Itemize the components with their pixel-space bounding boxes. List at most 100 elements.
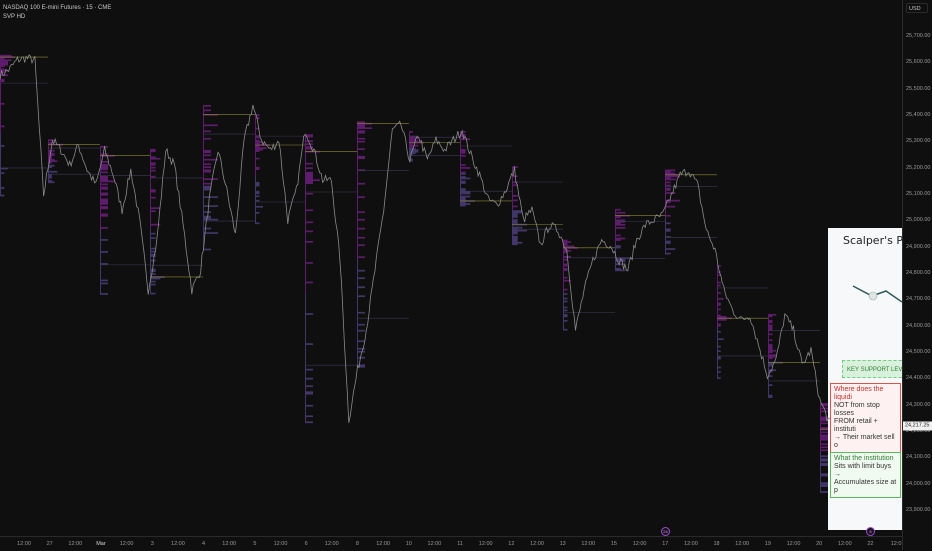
- mini-trend-line: [852, 285, 902, 303]
- event-marker[interactable]: 8: [866, 527, 875, 536]
- volume-profile-bar: [820, 425, 821, 428]
- volume-profile-bar: [460, 198, 466, 201]
- volume-profile-bar: [563, 291, 564, 294]
- price-axis[interactable]: USD 25,700.00 25,600.00 25,500.00 25,400.00…: [902, 0, 932, 550]
- volume-profile-bar: [100, 145, 108, 148]
- volume-profile-bar: [203, 128, 204, 131]
- volume-profile-bar: [305, 332, 306, 335]
- volume-profile-bar: [665, 181, 671, 184]
- volume-profile-bar: [100, 293, 108, 295]
- volume-profile-bar: [255, 196, 256, 199]
- volume-profile-bar: [357, 212, 358, 215]
- volume-profile-bar: [255, 153, 256, 155]
- volume-profile-bar: [203, 105, 211, 107]
- volume-profile-bar: [305, 319, 306, 321]
- volume-profile-bar: [357, 346, 358, 349]
- volume-profile-bar: [150, 214, 151, 217]
- volume-profile-bar: [512, 178, 513, 181]
- volume-profile-bar: [100, 260, 101, 262]
- volume-profile-bar: [357, 268, 358, 271]
- volume-profile-bar: [0, 157, 1, 159]
- volume-profile-bar: [305, 281, 313, 284]
- volume-profile-bar: [48, 175, 52, 178]
- volume-profile-bar: [150, 228, 151, 230]
- volume-profile-bar: [820, 458, 828, 461]
- indicator-label[interactable]: SVP HD: [3, 14, 26, 20]
- volume-profile-bar: [563, 296, 564, 298]
- volume-profile-bar: [305, 260, 306, 263]
- volume-profile-bar: [357, 208, 358, 211]
- volume-profile-bar: [305, 335, 306, 338]
- volume-profile-bar: [0, 81, 1, 84]
- volume-profile-bar: [563, 264, 568, 267]
- symbol-title[interactable]: NASDAQ 100 E-mini Futures · 15 · CME: [3, 5, 112, 11]
- volume-profile-bar: [305, 337, 306, 339]
- volume-profile-bar: [820, 441, 821, 444]
- volume-profile-bar: [0, 149, 1, 152]
- volume-profile-bar: [768, 334, 769, 337]
- volume-profile-bar: [768, 330, 769, 333]
- volume-profile-bar: [305, 413, 306, 416]
- volume-profile-bar: [357, 305, 358, 308]
- volume-profile-bar: [100, 162, 101, 165]
- volume-profile-bar: [305, 367, 306, 370]
- volume-profile-bar: [150, 241, 151, 244]
- volume-profile-bar: [768, 352, 769, 355]
- volume-profile: [563, 239, 615, 331]
- volume-profile-bar: [150, 226, 151, 229]
- volume-profile-bar: [305, 245, 306, 248]
- volume-profile-bar: [203, 122, 204, 125]
- volume-profile-bar: [820, 406, 821, 408]
- volume-profile-bar: [717, 290, 718, 293]
- time-tick-label: 8: [355, 541, 359, 547]
- volume-profile-bar: [512, 231, 518, 234]
- volume-profile-bar: [100, 231, 101, 234]
- volume-profile-bar: [665, 234, 666, 237]
- volume-profile-bar: [305, 225, 306, 228]
- volume-profile-bar: [100, 258, 101, 261]
- volume-profile-bar: [100, 242, 101, 244]
- price-chart[interactable]: [0, 0, 902, 536]
- volume-profile-bar: [150, 154, 151, 157]
- volume-profile-bar: [717, 292, 721, 294]
- volume-profile-bar: [665, 187, 671, 190]
- volume-profile-bar: [203, 151, 211, 154]
- volume-profile-bar: [357, 238, 358, 241]
- time-axis[interactable]: 12:00 27 12:00 Mar 12:00 3 12:00 4 12:00 5 12:00 6 1…: [0, 536, 902, 551]
- volume-profile-bar: [150, 204, 151, 207]
- volume-profile-bar: [305, 173, 313, 176]
- volume-profile-bar: [203, 154, 211, 157]
- currency-selector[interactable]: USD: [906, 3, 928, 13]
- volume-profile-bar: [150, 163, 156, 166]
- volume-profile-bar: [100, 181, 101, 184]
- volume-profile-bar: [0, 116, 1, 119]
- volume-profile-bar: [305, 218, 306, 221]
- volume-profile-bar: [563, 267, 568, 270]
- volume-profile-bar: [357, 205, 358, 208]
- volume-profile-bar: [563, 293, 568, 295]
- volume-profile-bar: [563, 294, 564, 297]
- volume-profile-bar: [305, 234, 306, 237]
- event-marker[interactable]: 24: [661, 527, 670, 536]
- volume-profile-bar: [820, 403, 828, 405]
- volume-profile-bar: [717, 344, 718, 347]
- volume-profile-bar: [357, 320, 358, 323]
- volume-profile-bar: [305, 287, 306, 290]
- volume-profile-bar: [305, 305, 306, 308]
- volume-profile-bar: [665, 219, 666, 222]
- volume-profile-bar: [820, 432, 821, 435]
- volume-profile-bar: [255, 145, 260, 148]
- volume-profile-bar: [100, 240, 101, 243]
- volume-profile-bar: [305, 262, 313, 264]
- volume-profile-bar: [305, 382, 306, 385]
- volume-profile-bar: [203, 139, 204, 142]
- volume-profile-bar: [512, 222, 518, 224]
- volume-profile-bar: [820, 404, 828, 407]
- volume-profile-bar: [665, 202, 666, 205]
- volume-profile-bar: [460, 159, 461, 162]
- volume-profile-bar: [255, 139, 260, 142]
- volume-profile-bar: [820, 470, 821, 472]
- volume-profile-bar: [255, 124, 256, 127]
- volume-profile-bar: [255, 183, 260, 186]
- time-tick-label: 12:00: [222, 541, 237, 547]
